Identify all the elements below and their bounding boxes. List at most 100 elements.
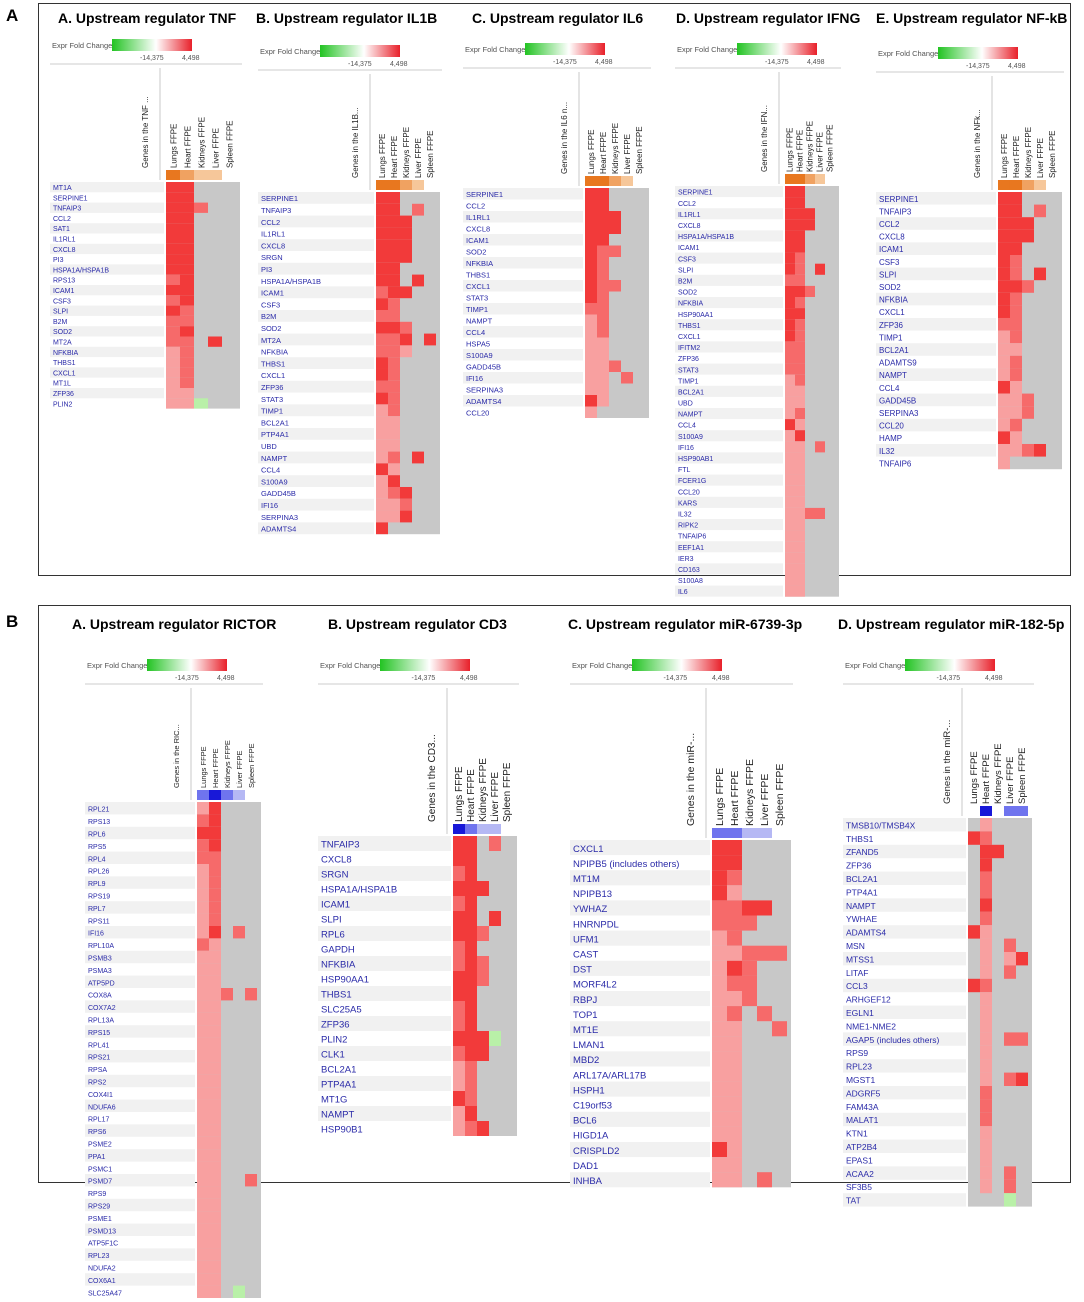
heatmap-cell	[375, 203, 388, 216]
heatmap-cell	[1009, 330, 1022, 344]
gene-label: ATP5F1C	[88, 1241, 118, 1248]
heatmap-cell	[465, 986, 477, 1001]
gene-label: THBS1	[466, 270, 490, 279]
gene-label: HSPA1A/HSPA1B	[261, 277, 321, 286]
gene-label: STAT3	[678, 367, 699, 374]
row-stripe	[675, 518, 783, 531]
heatmap-cell	[784, 485, 795, 497]
heatmap-cell	[1021, 229, 1034, 243]
heatmap-cell	[387, 357, 400, 369]
heatmap-cell	[979, 978, 992, 993]
heatmap-cell	[179, 377, 194, 388]
gene-label: IL1RL1	[678, 212, 701, 219]
gene-label: UFM1	[573, 934, 599, 945]
row-stripe	[876, 292, 996, 306]
heatmap-svg: Expr Fold Change -14,375 4,498 Genes in the…	[50, 38, 242, 409]
heatmap-cell	[784, 308, 795, 320]
heatmap-cell	[726, 1036, 742, 1052]
row-stripe	[258, 427, 374, 440]
heatmap-cell	[375, 451, 388, 464]
gene-label: THBS1	[321, 990, 352, 1001]
row-stripe	[85, 1000, 195, 1013]
heatmap-cell	[794, 541, 805, 553]
heatmap-cell	[711, 915, 727, 931]
gene-label: PI3	[261, 265, 272, 274]
row-stripe	[258, 357, 374, 369]
legend-title: Expr Fold Change	[87, 661, 147, 670]
column-header-label: Lungs FFPE	[1000, 134, 1009, 178]
column-header-swatch	[193, 169, 208, 180]
gene-label: S100A9	[466, 351, 493, 360]
heatmap-cell	[165, 233, 180, 244]
legend-title: Expr Fold Change	[845, 661, 905, 670]
heatmap-cell	[726, 1066, 742, 1082]
row-stripe	[50, 326, 164, 337]
column-header-swatch	[197, 790, 209, 800]
heatmap-cell	[165, 243, 180, 255]
legend-max-label: 4,498	[985, 675, 1003, 682]
legend-title: Expr Fold Change	[677, 45, 737, 54]
heatmap-cell	[453, 971, 465, 986]
row-stripe	[570, 1081, 710, 1097]
heatmap-cell	[726, 1081, 742, 1097]
column-header-swatch	[453, 824, 465, 834]
heatmap-cell	[997, 393, 1010, 407]
heatmap-cell	[967, 831, 980, 845]
row-stripe	[843, 871, 966, 885]
gene-label: CSF3	[879, 258, 900, 267]
heatmap-cell	[784, 419, 795, 431]
heatmap-cell	[597, 395, 609, 407]
heatmap-cell	[711, 1081, 727, 1097]
heatmap-cell	[726, 1157, 742, 1173]
heatmap-cell	[585, 188, 597, 200]
gene-label: SERPINA3	[466, 385, 503, 394]
heatmap-cell	[197, 1112, 209, 1125]
heatmap-cell	[585, 222, 597, 234]
heatmap-cell	[233, 1285, 245, 1298]
gene-label: HNRNPDL	[573, 919, 619, 930]
heatmap-cell	[399, 486, 412, 499]
heatmap-cell	[453, 896, 465, 911]
heatmap-cell	[979, 951, 992, 966]
gene-label: SOD2	[466, 247, 486, 256]
gene-label: UBD	[261, 442, 277, 451]
gene-label: NAMPT	[879, 371, 907, 380]
heatmap-cell	[197, 1124, 209, 1137]
heatmap-cell	[979, 1005, 992, 1019]
gene-label: ATP2B4	[846, 1142, 877, 1152]
heatmap-cell	[784, 263, 795, 275]
row-stripe	[843, 978, 966, 993]
row-stripe	[85, 1050, 195, 1063]
panel-title-a-il1b: B. Upstream regulator IL1B	[256, 10, 438, 26]
heatmap-tnf: Expr Fold Change -14,375 4,498 Genes in the…	[50, 34, 242, 413]
heatmap-cell	[209, 1000, 221, 1013]
gene-label: SRGN	[321, 870, 349, 881]
gene-label: SOD2	[261, 324, 281, 333]
gene-label: HSP90B1	[321, 1125, 363, 1136]
column-header-swatch	[387, 179, 400, 190]
heatmap-cell	[453, 956, 465, 971]
heatmap-cell	[387, 286, 400, 299]
column-header-swatch	[585, 176, 597, 186]
heatmap-cell	[387, 227, 400, 240]
gene-label: CCL4	[879, 384, 900, 393]
heatmap-cell	[209, 888, 221, 902]
heatmap-ifng: Expr Fold Change -14,375 4,498 Genes in the…	[675, 38, 841, 601]
heatmap-cell	[711, 1172, 727, 1188]
heatmap-cell	[585, 337, 597, 349]
row-stripe	[318, 986, 451, 1001]
heatmap-cell	[197, 1074, 209, 1088]
gene-label: RPS6	[88, 1129, 106, 1136]
heatmap-cell	[209, 988, 221, 1001]
gene-label: SLPI	[879, 270, 896, 279]
heatmap-cell	[979, 871, 992, 885]
column-header-swatch	[997, 179, 1010, 190]
heatmap-cell	[1003, 1166, 1016, 1180]
heatmap-cell	[726, 839, 742, 856]
heatmap-cell	[209, 802, 221, 815]
heatmap-cell	[997, 292, 1010, 306]
heatmap-cell	[209, 1062, 221, 1075]
gene-label: ZFP36	[261, 383, 283, 392]
heatmap-cell	[1021, 443, 1034, 457]
row-stripe	[85, 1174, 195, 1187]
